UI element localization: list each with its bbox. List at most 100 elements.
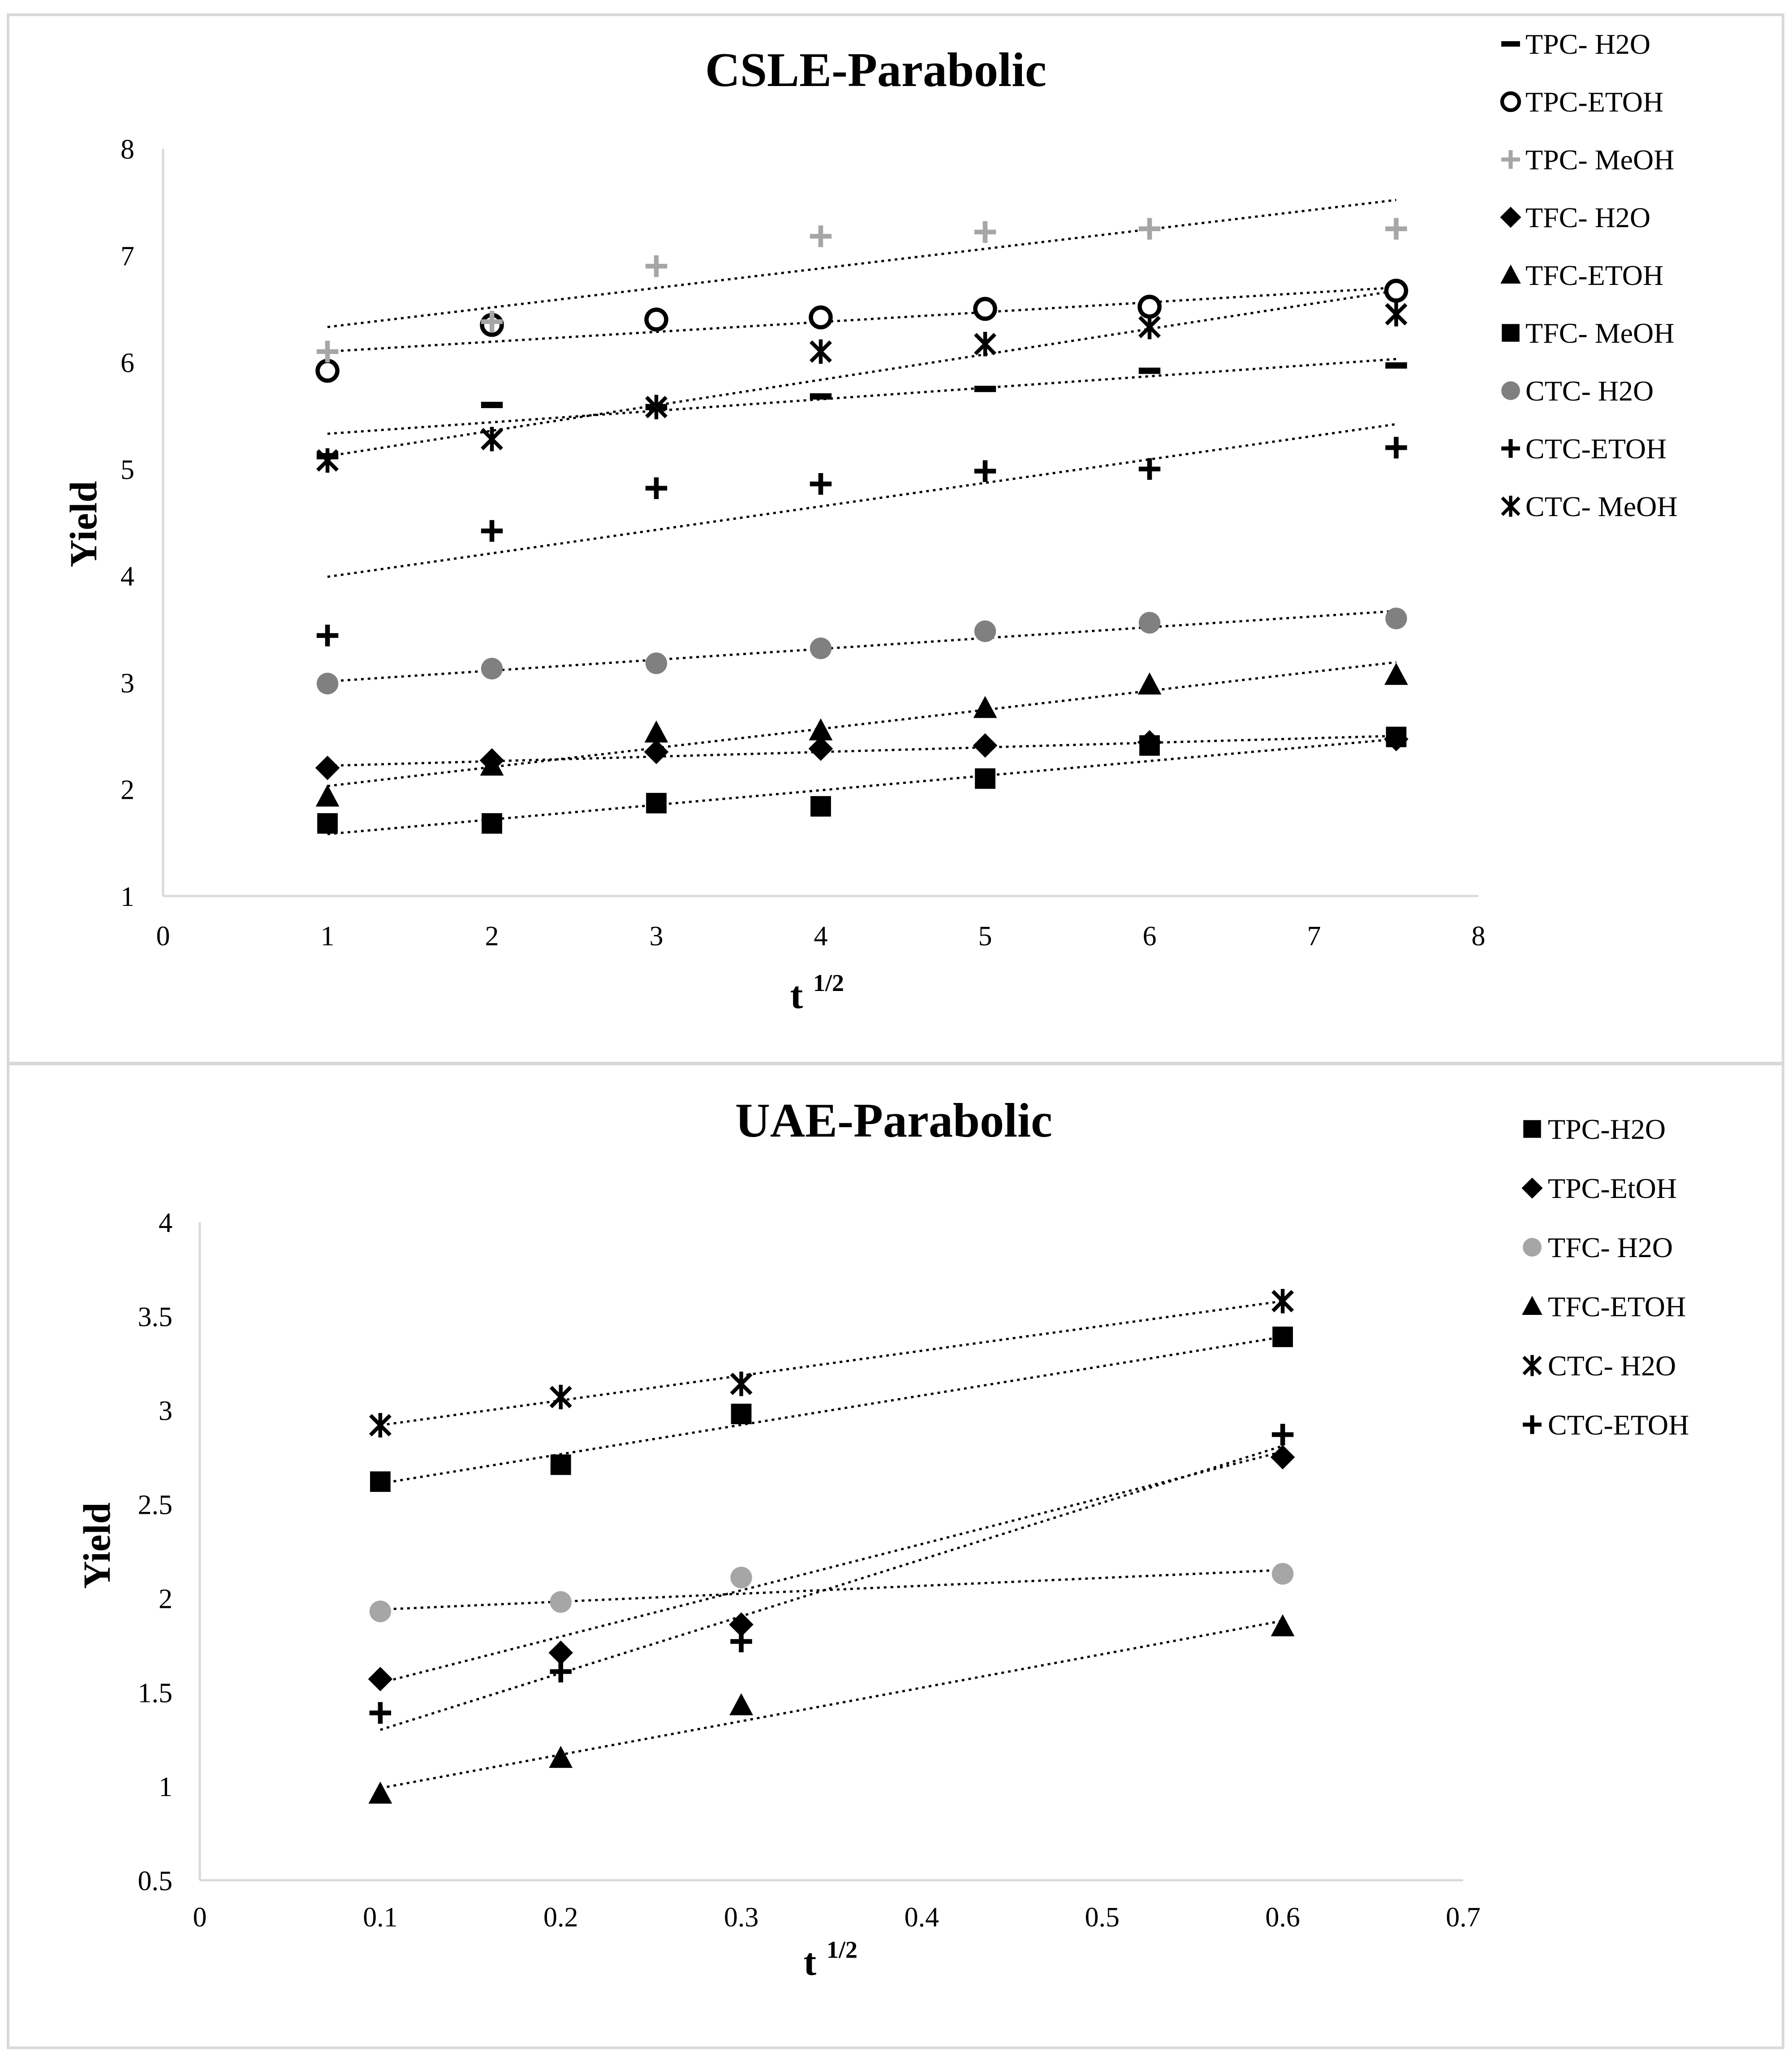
legend-label-ctc-meoh: CTC- MeOH (1525, 491, 1678, 522)
point-ctc-meoh (974, 332, 996, 357)
chart-uae-xlabel-sup: 1/2 (827, 1936, 857, 1963)
trendline-tpc-etoh (380, 1450, 1283, 1684)
point-tpc-meoh (1385, 218, 1407, 240)
point-tpc-meoh (1138, 218, 1161, 240)
legend-marker-ctc-h2o (1522, 1355, 1542, 1376)
chart-uae-title: UAE-Parabolic (735, 1094, 1052, 1147)
chart-csle-x-tick: 7 (1307, 921, 1321, 952)
legend-label-ctc-etoh: CTC-ETOH (1525, 433, 1667, 465)
point-ctc-meoh (316, 448, 339, 473)
legend-marker-ctc-h2o (1501, 381, 1520, 400)
legend-label-tpc-h2o: TPC- H2O (1525, 28, 1650, 60)
point-tpc-h2o (370, 1471, 391, 1492)
point-tpc-etoh (368, 1667, 393, 1692)
legend-marker-tpc-h2o (1523, 1120, 1541, 1138)
trendline-ctc-meoh (327, 289, 1396, 457)
point-tfc-etoh (368, 1781, 392, 1804)
chart-csle-x-tick: 1 (321, 921, 335, 952)
point-tfc-h2o (730, 1567, 752, 1589)
point-tfc-h2o (1271, 1563, 1294, 1585)
trendline-tfc-h2o (380, 1568, 1283, 1611)
point-tfc-etoh (480, 754, 504, 776)
point-ctc-h2o (1138, 612, 1161, 634)
point-tfc-meoh (975, 768, 995, 789)
point-tpc-h2o (731, 1404, 752, 1424)
trendline-tfc-etoh (380, 1620, 1283, 1789)
point-tfc-meoh (482, 813, 502, 834)
legend-item-tfc-h2o: TFC- H2O (1500, 202, 1650, 233)
legend-label-tfc-h2o: TFC- H2O (1548, 1232, 1673, 1263)
point-tfc-etoh (315, 784, 340, 807)
chart-csle-points (315, 218, 1409, 834)
chart-uae-y-tick: 2 (159, 1584, 172, 1614)
trendline-ctc-etoh (327, 423, 1396, 578)
point-tpc-etoh (973, 297, 997, 321)
point-ctc-h2o (1385, 607, 1407, 629)
chart-uae-x-tick: 0.6 (1265, 1902, 1300, 1933)
chart-csle-frame (7, 13, 1784, 1064)
point-tfc-h2o (808, 736, 833, 761)
chart-uae-trendlines (380, 1300, 1283, 1789)
point-tfc-h2o (369, 1600, 392, 1623)
point-tpc-etoh (1137, 294, 1162, 319)
chart-csle-title: CSLE-Parabolic (705, 43, 1047, 97)
point-tpc-h2o (1385, 362, 1407, 369)
point-ctc-h2o (316, 672, 339, 695)
point-tpc-h2o (810, 393, 832, 400)
legend-item-ctc-meoh: CTC- MeOH (1501, 491, 1678, 522)
point-ctc-etoh (369, 1702, 392, 1724)
legend-marker-tfc-etoh (1500, 264, 1521, 284)
point-tfc-etoh (809, 718, 833, 741)
point-tpc-h2o (974, 386, 996, 392)
point-tpc-h2o (1138, 367, 1161, 374)
point-ctc-meoh (1385, 302, 1408, 327)
chart-uae-x-tick: 0.2 (543, 1902, 578, 1933)
legend-item-tfc-etoh: TFC-ETOH (1522, 1291, 1686, 1323)
point-ctc-etoh (645, 477, 668, 499)
trendline-tfc-meoh (327, 738, 1396, 836)
chart-csle-ylabel: Yield (62, 481, 105, 568)
point-tfc-etoh (1137, 672, 1162, 695)
legend-marker-ctc-etoh (1523, 1415, 1542, 1434)
legend-label-tpc-etoh: TPC-ETOH (1525, 86, 1663, 118)
legend-marker-tfc-etoh (1522, 1296, 1542, 1315)
point-ctc-etoh (730, 1630, 752, 1653)
point-tpc-h2o (481, 401, 503, 408)
chart-uae-legend: TPC-H2O TPC-EtOH TFC- H2O TFC-ETOH CTC- H2O C… (1521, 1113, 1689, 1441)
legend-item-tpc-h2o: TPC-H2O (1523, 1113, 1666, 1145)
point-tpc-meoh (481, 310, 503, 333)
point-tfc-meoh (810, 796, 831, 817)
point-tpc-etoh (809, 305, 833, 330)
point-tpc-meoh (974, 221, 996, 243)
chart-csle-x-tick: 8 (1472, 921, 1486, 952)
chart-csle-xlabel: t (790, 974, 803, 1017)
trendline-tpc-h2o (380, 1336, 1283, 1485)
point-ctc-etoh (1385, 437, 1407, 459)
point-tfc-meoh (646, 793, 667, 814)
chart-csle-y-tick: 7 (121, 241, 134, 271)
point-tfc-meoh (317, 813, 338, 834)
point-tpc-h2o (550, 1454, 571, 1475)
chart-csle-xlabel-sup: 1/2 (813, 969, 844, 996)
chart-uae-x-tick: 0.4 (905, 1902, 939, 1933)
legend-marker-tpc-h2o (1501, 41, 1520, 47)
chart-csle-y-tick: 1 (121, 882, 134, 912)
point-tfc-etoh (1384, 663, 1408, 685)
point-tfc-meoh (1386, 727, 1407, 747)
legend-label-tfc-etoh: TFC-ETOH (1525, 259, 1663, 291)
legend-item-tpc-h2o: TPC- H2O (1501, 28, 1650, 60)
legend-item-ctc-h2o: CTC- H2O (1522, 1350, 1676, 1382)
legend-marker-tpc-meoh (1501, 150, 1520, 169)
chart-uae-axes: 0 0.1 0.2 0.3 0.4 0.5 0.6 0.7 0.5 1 1.5 2 2.5 3 3.5 4 (138, 1208, 1481, 1933)
legend-label-tpc-h2o: TPC-H2O (1548, 1113, 1666, 1145)
chart-uae-y-tick: 2.5 (138, 1490, 173, 1521)
trendline-tfc-etoh (327, 661, 1396, 788)
legend-label-tfc-etoh: TFC-ETOH (1548, 1291, 1686, 1323)
point-tpc-meoh (316, 340, 339, 362)
chart-csle-y-tick: 3 (121, 668, 134, 698)
legend-item-ctc-h2o: CTC- H2O (1501, 375, 1654, 407)
chart-uae-x-tick: 0.5 (1085, 1902, 1120, 1933)
legend-marker-tpc-etoh (1521, 1177, 1543, 1199)
